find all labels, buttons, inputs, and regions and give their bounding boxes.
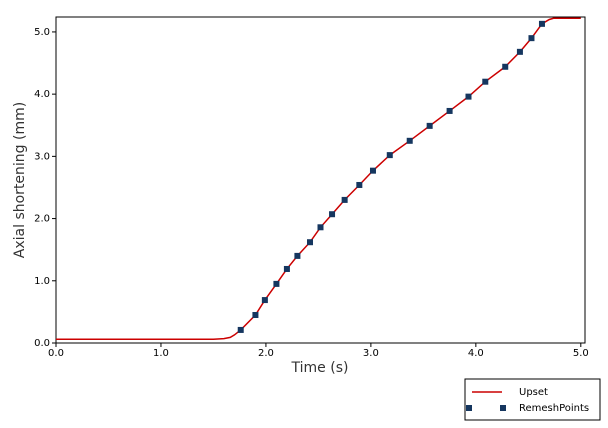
marker <box>386 152 393 159</box>
series-line <box>56 17 581 341</box>
y-tick-label: 4.0 <box>34 89 50 100</box>
marker <box>273 280 280 287</box>
marker <box>465 93 472 100</box>
x-tick-label: 5.0 <box>573 348 589 359</box>
legend-swatch <box>500 405 506 411</box>
legend-label: Upset <box>519 387 548 398</box>
marker <box>356 181 363 188</box>
x-axis-label: Time (s) <box>291 360 349 376</box>
marker <box>317 224 324 231</box>
marker <box>502 63 509 70</box>
marker <box>538 20 545 27</box>
y-tick-label: 2.0 <box>34 214 50 225</box>
y-tick-label: 1.0 <box>34 276 50 287</box>
legend-swatch <box>466 405 472 411</box>
x-tick-label: 2.0 <box>258 348 274 359</box>
y-tick-label: 3.0 <box>34 151 50 162</box>
marker <box>237 326 244 333</box>
legend-label: RemeshPoints <box>519 403 589 414</box>
marker <box>516 48 523 55</box>
marker <box>283 265 290 272</box>
plot-frame <box>55 16 586 344</box>
legend <box>464 378 601 421</box>
y-tick-label: 0.0 <box>34 338 50 349</box>
x-tick-label: 0.0 <box>48 348 64 359</box>
marker <box>294 252 301 259</box>
marker <box>482 78 489 85</box>
marker <box>329 211 336 218</box>
marker <box>307 239 314 246</box>
marker <box>446 107 453 114</box>
x-tick-label: 3.0 <box>363 348 379 359</box>
marker <box>261 297 268 304</box>
marker <box>406 137 413 144</box>
x-tick-label: 1.0 <box>153 348 169 359</box>
marker <box>426 122 433 129</box>
marker <box>341 196 348 203</box>
marker <box>528 35 535 42</box>
marker <box>252 312 259 319</box>
y-axis-label: Axial shortening (mm) <box>12 102 28 258</box>
x-tick-label: 4.0 <box>468 348 484 359</box>
marker <box>369 167 376 174</box>
y-tick-label: 5.0 <box>34 27 50 38</box>
